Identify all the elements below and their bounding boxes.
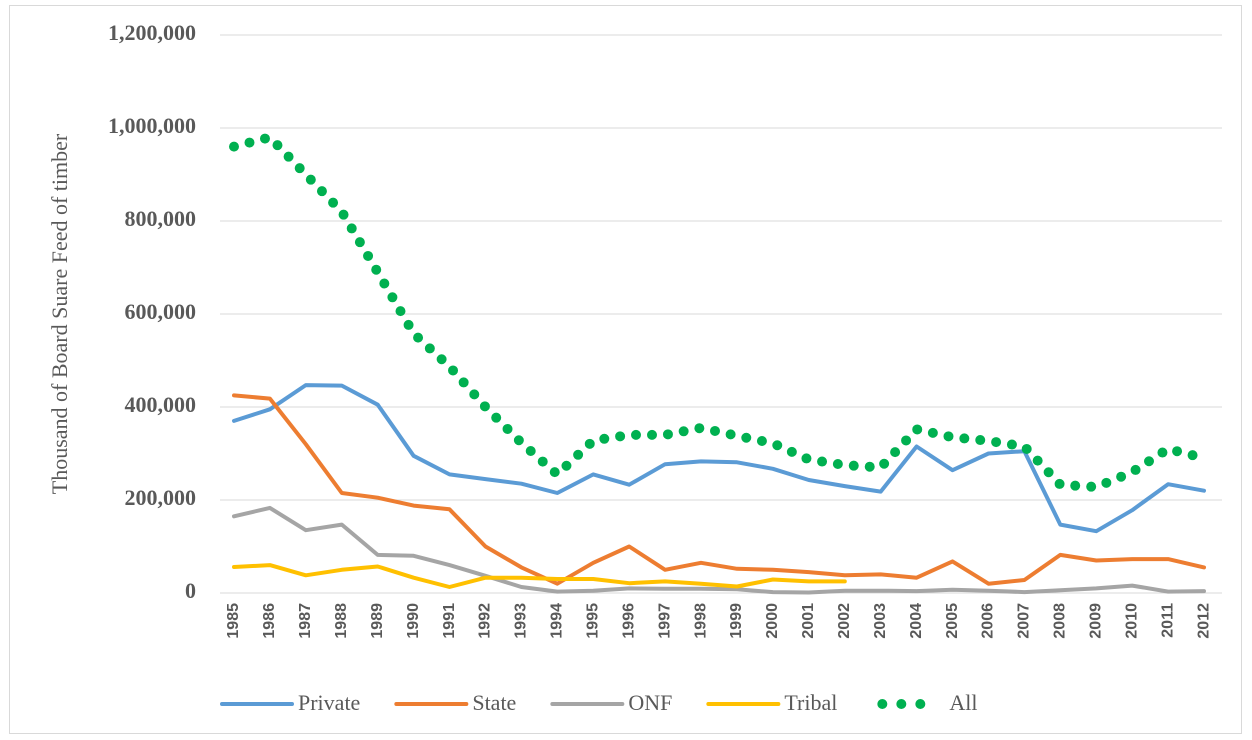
y-tick-label: 0: [185, 578, 196, 603]
x-tick-label: 2007: [1016, 603, 1033, 639]
x-tick-label: 2005: [944, 603, 961, 639]
y-tick-label: 1,200,000: [108, 20, 196, 45]
x-tick-label: 2004: [908, 603, 925, 639]
x-tick-label: 1990: [405, 603, 422, 639]
x-tick-label: 1995: [584, 603, 601, 639]
y-axis-label: Thousand of Board Suare Feed of timber: [47, 133, 72, 494]
x-tick-label: 1991: [441, 603, 458, 639]
x-tick-label: 2001: [800, 603, 817, 639]
x-tick-label: 1996: [620, 603, 637, 639]
legend-label: State: [472, 690, 516, 715]
x-tick-label: 2012: [1195, 603, 1212, 639]
x-tick-label: 1987: [297, 603, 314, 639]
x-tick-label: 2010: [1123, 603, 1140, 639]
y-tick-label: 1,000,000: [108, 113, 196, 138]
x-tick-label: 1994: [549, 603, 566, 639]
x-tick-label: 2008: [1052, 603, 1069, 639]
legend-label: Private: [298, 690, 360, 715]
chart-border: [9, 5, 1242, 734]
x-tick-label: 1997: [656, 603, 673, 639]
x-tick-label: 1992: [477, 603, 494, 639]
x-tick-label: 1993: [513, 603, 530, 639]
x-tick-label: 2000: [764, 603, 781, 639]
series-line: [232, 393, 1206, 586]
legend-label: All: [949, 690, 977, 715]
legend-label: Tribal: [784, 690, 837, 715]
x-tick-label: 1985: [225, 603, 242, 639]
y-tick-label: 600,000: [125, 299, 197, 324]
y-tick-label: 800,000: [125, 206, 197, 231]
x-tick-label: 2009: [1087, 603, 1104, 639]
x-tick-label: 2011: [1159, 603, 1176, 638]
y-tick-label: 200,000: [125, 485, 197, 510]
series-line: [232, 383, 1206, 534]
x-tick-label: 2002: [836, 603, 853, 639]
series-line: [229, 132, 1209, 492]
series-line: [232, 563, 847, 589]
x-tick-label: 1986: [261, 603, 278, 639]
x-tick-label: 1989: [369, 603, 386, 639]
x-tick-label: 1988: [333, 603, 350, 639]
x-tick-label: 2006: [980, 603, 997, 639]
x-tick-label: 1999: [728, 603, 745, 639]
x-tick-label: 1998: [692, 603, 709, 639]
x-tick-label: 2003: [872, 603, 889, 639]
legend-label: ONF: [628, 690, 672, 715]
series-line: [232, 505, 1206, 595]
y-tick-label: 400,000: [125, 392, 197, 417]
